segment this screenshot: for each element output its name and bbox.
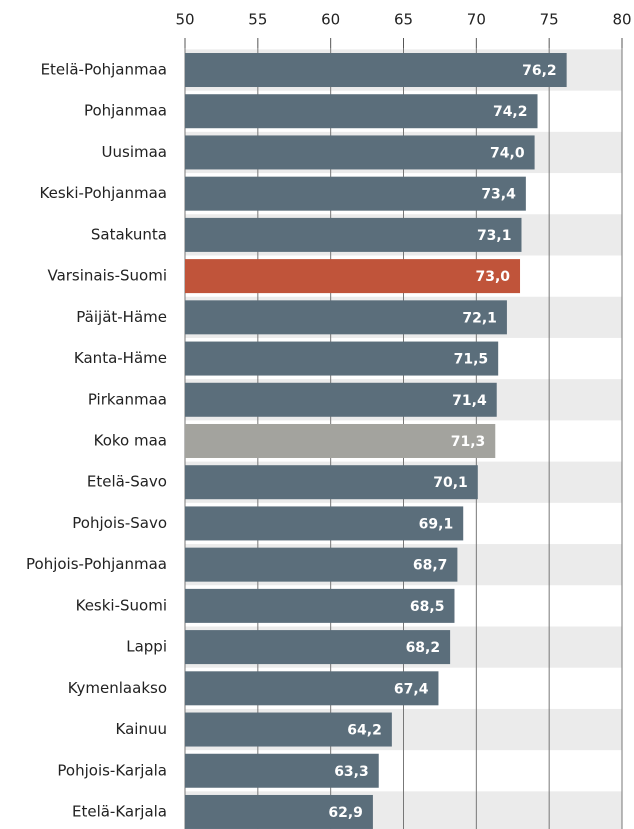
value-label: 73,1 (477, 228, 512, 244)
y-tick-label: Etelä-Karjala (72, 802, 167, 820)
y-tick-label: Koko maa (94, 431, 167, 449)
value-label: 68,5 (410, 599, 445, 615)
bar (185, 630, 451, 665)
bar (185, 341, 499, 376)
bar (185, 753, 379, 788)
bar (185, 423, 496, 458)
x-tick-label: 65 (394, 11, 413, 29)
x-tick-label: 50 (175, 11, 194, 29)
value-label: 70,1 (433, 475, 468, 491)
bar (185, 176, 526, 211)
bar (185, 794, 373, 829)
value-label: 64,2 (347, 723, 382, 739)
value-label: 73,4 (481, 187, 516, 203)
bar (185, 671, 439, 706)
y-tick-label: Pohjanmaa (84, 102, 167, 120)
value-label: 72,1 (462, 310, 497, 326)
x-tick-label: 70 (467, 11, 486, 29)
y-tick-label: Lappi (126, 638, 167, 656)
value-label: 67,4 (394, 681, 429, 697)
bar (185, 712, 392, 747)
value-label: 71,4 (452, 393, 487, 409)
bar (185, 259, 521, 294)
bar (185, 135, 535, 170)
y-tick-label: Pirkanmaa (88, 390, 167, 408)
value-label: 71,3 (451, 434, 486, 450)
y-tick-label: Pohjois-Pohjanmaa (26, 555, 167, 573)
bar (185, 465, 478, 500)
bar (185, 547, 458, 582)
bar (185, 588, 455, 623)
y-tick-label: Etelä-Savo (87, 473, 167, 491)
y-tick-label: Päijät-Häme (76, 308, 167, 326)
bar (185, 506, 464, 541)
x-tick-label: 80 (612, 11, 631, 29)
y-tick-label: Etelä-Pohjanmaa (41, 61, 167, 79)
value-label: 68,2 (406, 640, 441, 656)
bar (185, 382, 497, 417)
bar (185, 217, 522, 252)
y-tick-label: Keski-Suomi (76, 596, 167, 614)
y-tick-label: Pohjois-Karjala (57, 761, 167, 779)
value-label: 76,2 (522, 63, 557, 79)
bar (185, 94, 538, 129)
y-tick-label: Kanta-Häme (74, 349, 167, 367)
y-tick-label: Keski-Pohjanmaa (40, 184, 167, 202)
x-tick-label: 60 (321, 11, 340, 29)
y-tick-label: Uusimaa (102, 143, 167, 161)
x-tick-label: 75 (540, 11, 559, 29)
y-tick-label: Satakunta (91, 225, 167, 243)
value-label: 74,2 (493, 104, 528, 120)
y-tick-label: Pohjois-Savo (72, 514, 167, 532)
value-label: 69,1 (419, 516, 454, 532)
value-label: 62,9 (328, 805, 363, 821)
bar (185, 300, 507, 335)
value-label: 68,7 (413, 558, 448, 574)
value-label: 63,3 (334, 764, 369, 780)
value-label: 74,0 (490, 145, 525, 161)
y-tick-label: Varsinais-Suomi (47, 267, 167, 285)
value-label: 71,5 (454, 352, 489, 368)
bar (185, 53, 567, 88)
value-label: 73,0 (475, 269, 510, 285)
y-tick-label: Kainuu (116, 720, 167, 738)
x-tick-label: 55 (248, 11, 267, 29)
y-tick-label: Kymenlaakso (68, 679, 167, 697)
